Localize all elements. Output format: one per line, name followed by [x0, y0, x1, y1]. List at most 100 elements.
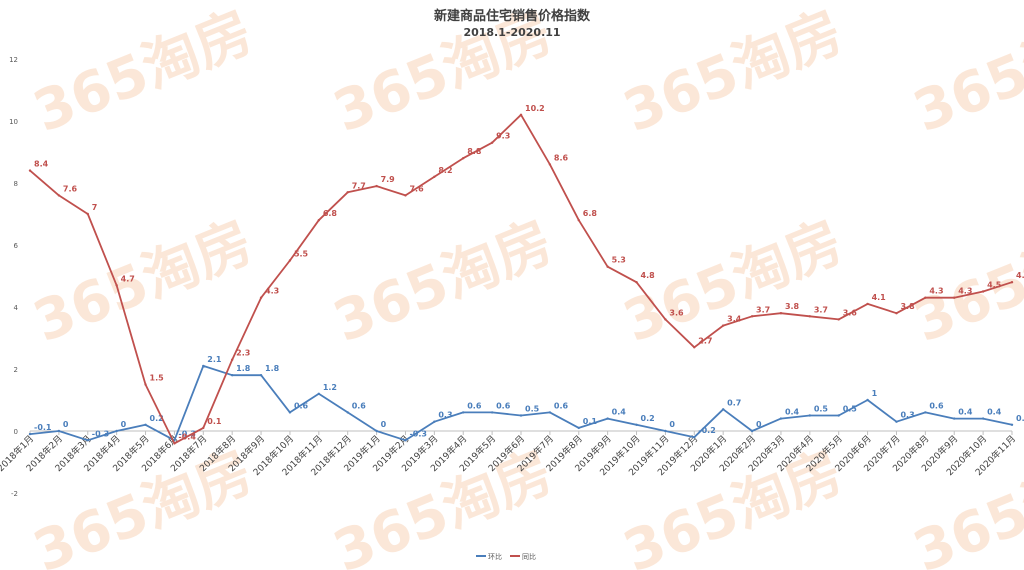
data-point [346, 411, 349, 414]
data-point [346, 191, 349, 194]
data-label: 0 [381, 420, 387, 429]
data-point [490, 411, 494, 414]
data-point [404, 194, 407, 197]
data-point [808, 414, 812, 417]
data-label: 4.8 [1016, 271, 1024, 280]
data-label: 0.2 [1016, 414, 1024, 423]
data-point [57, 429, 61, 433]
data-label: 0 [669, 420, 675, 429]
y-tick-label: 12 [9, 56, 18, 64]
data-label: 4.8 [641, 271, 656, 280]
data-point [577, 219, 580, 222]
data-point [606, 417, 609, 420]
data-point [57, 194, 61, 197]
data-point [230, 374, 234, 377]
data-point [750, 315, 754, 318]
data-point [230, 358, 234, 361]
data-label: 4.7 [121, 274, 135, 283]
watermark-logo: 365淘房 [615, 209, 852, 355]
data-label: 1.2 [323, 383, 337, 392]
y-tick-label: 10 [9, 118, 18, 126]
watermark-logo: 365淘房 [905, 0, 1024, 145]
data-label: 0.6 [467, 401, 482, 410]
data-point [981, 290, 985, 293]
data-label: 0.6 [294, 401, 309, 410]
data-label: 0.3 [900, 411, 914, 420]
data-point [721, 408, 725, 411]
data-point [462, 411, 465, 414]
y-tick-label: 0 [14, 428, 18, 436]
y-axis: -2 0 2 4 6 8 10 12 [9, 56, 18, 498]
data-label: 0.3 [438, 411, 452, 420]
watermark-logo: 365淘房 [615, 0, 852, 145]
data-point [433, 175, 436, 178]
data-label: -0.1 [34, 423, 52, 432]
data-point [86, 212, 89, 216]
data-point [750, 429, 754, 433]
data-label: 0.6 [496, 401, 511, 410]
legend: 环比 同比 [476, 552, 536, 561]
data-point [606, 265, 609, 268]
y-tick-label: 6 [14, 242, 19, 250]
data-point [317, 219, 321, 222]
chart-subtitle: 2018.1-2020.11 [463, 26, 560, 39]
data-point [981, 417, 985, 420]
data-point [173, 442, 176, 445]
watermark-logo: 365淘房 [25, 209, 262, 355]
data-point [779, 417, 783, 420]
data-label: 8.6 [554, 153, 569, 162]
data-label: 0.1 [583, 417, 598, 426]
data-label: 4.3 [265, 287, 279, 296]
data-point [635, 281, 638, 284]
data-label: 0 [121, 420, 127, 429]
data-label: 6.8 [583, 209, 598, 218]
data-label: 2.7 [698, 336, 712, 345]
data-point [519, 113, 523, 117]
data-point [28, 169, 32, 172]
watermark-layer: 365淘房 365淘房 365淘房 365淘房 365淘房 365淘房 365淘房 365淘房… [25, 0, 1024, 570]
data-label: 7.6 [63, 184, 78, 193]
data-label: 4.5 [987, 281, 1002, 290]
data-point [808, 315, 812, 318]
data-point [115, 284, 118, 287]
data-label: 0.5 [525, 405, 540, 414]
data-label: 2.3 [236, 349, 250, 358]
data-label: 3.7 [756, 305, 770, 314]
data-point [866, 398, 869, 402]
data-point [1010, 281, 1014, 284]
data-label: 1.8 [236, 364, 251, 373]
series-line-mom [29, 364, 1013, 442]
data-label: 3.4 [727, 315, 742, 324]
data-point [288, 411, 292, 414]
data-label: 1.8 [265, 364, 280, 373]
y-tick-label: 8 [14, 180, 18, 188]
data-label: -0.3 [178, 429, 196, 438]
data-point [375, 429, 378, 433]
data-label: 3.8 [900, 302, 915, 311]
data-label: 4.3 [958, 287, 972, 296]
data-point [144, 383, 147, 386]
data-point [259, 296, 263, 299]
data-point [895, 312, 898, 315]
data-point [519, 414, 523, 417]
data-point [115, 429, 118, 433]
data-point [693, 346, 696, 349]
data-label: 3.6 [843, 308, 858, 317]
data-label: 6.8 [323, 209, 338, 218]
data-point [375, 184, 378, 188]
data-point [490, 141, 494, 144]
data-point [664, 318, 667, 321]
data-label: -0.2 [698, 426, 716, 435]
data-point [837, 414, 840, 417]
data-point [953, 296, 956, 299]
data-label: 3.7 [814, 305, 828, 314]
data-point [953, 417, 956, 420]
data-label: 0.4 [612, 408, 627, 417]
data-label: 3.6 [669, 308, 684, 317]
data-point [548, 163, 552, 166]
data-label: -0.3 [409, 429, 427, 438]
data-point [721, 324, 725, 327]
data-point [635, 423, 638, 426]
